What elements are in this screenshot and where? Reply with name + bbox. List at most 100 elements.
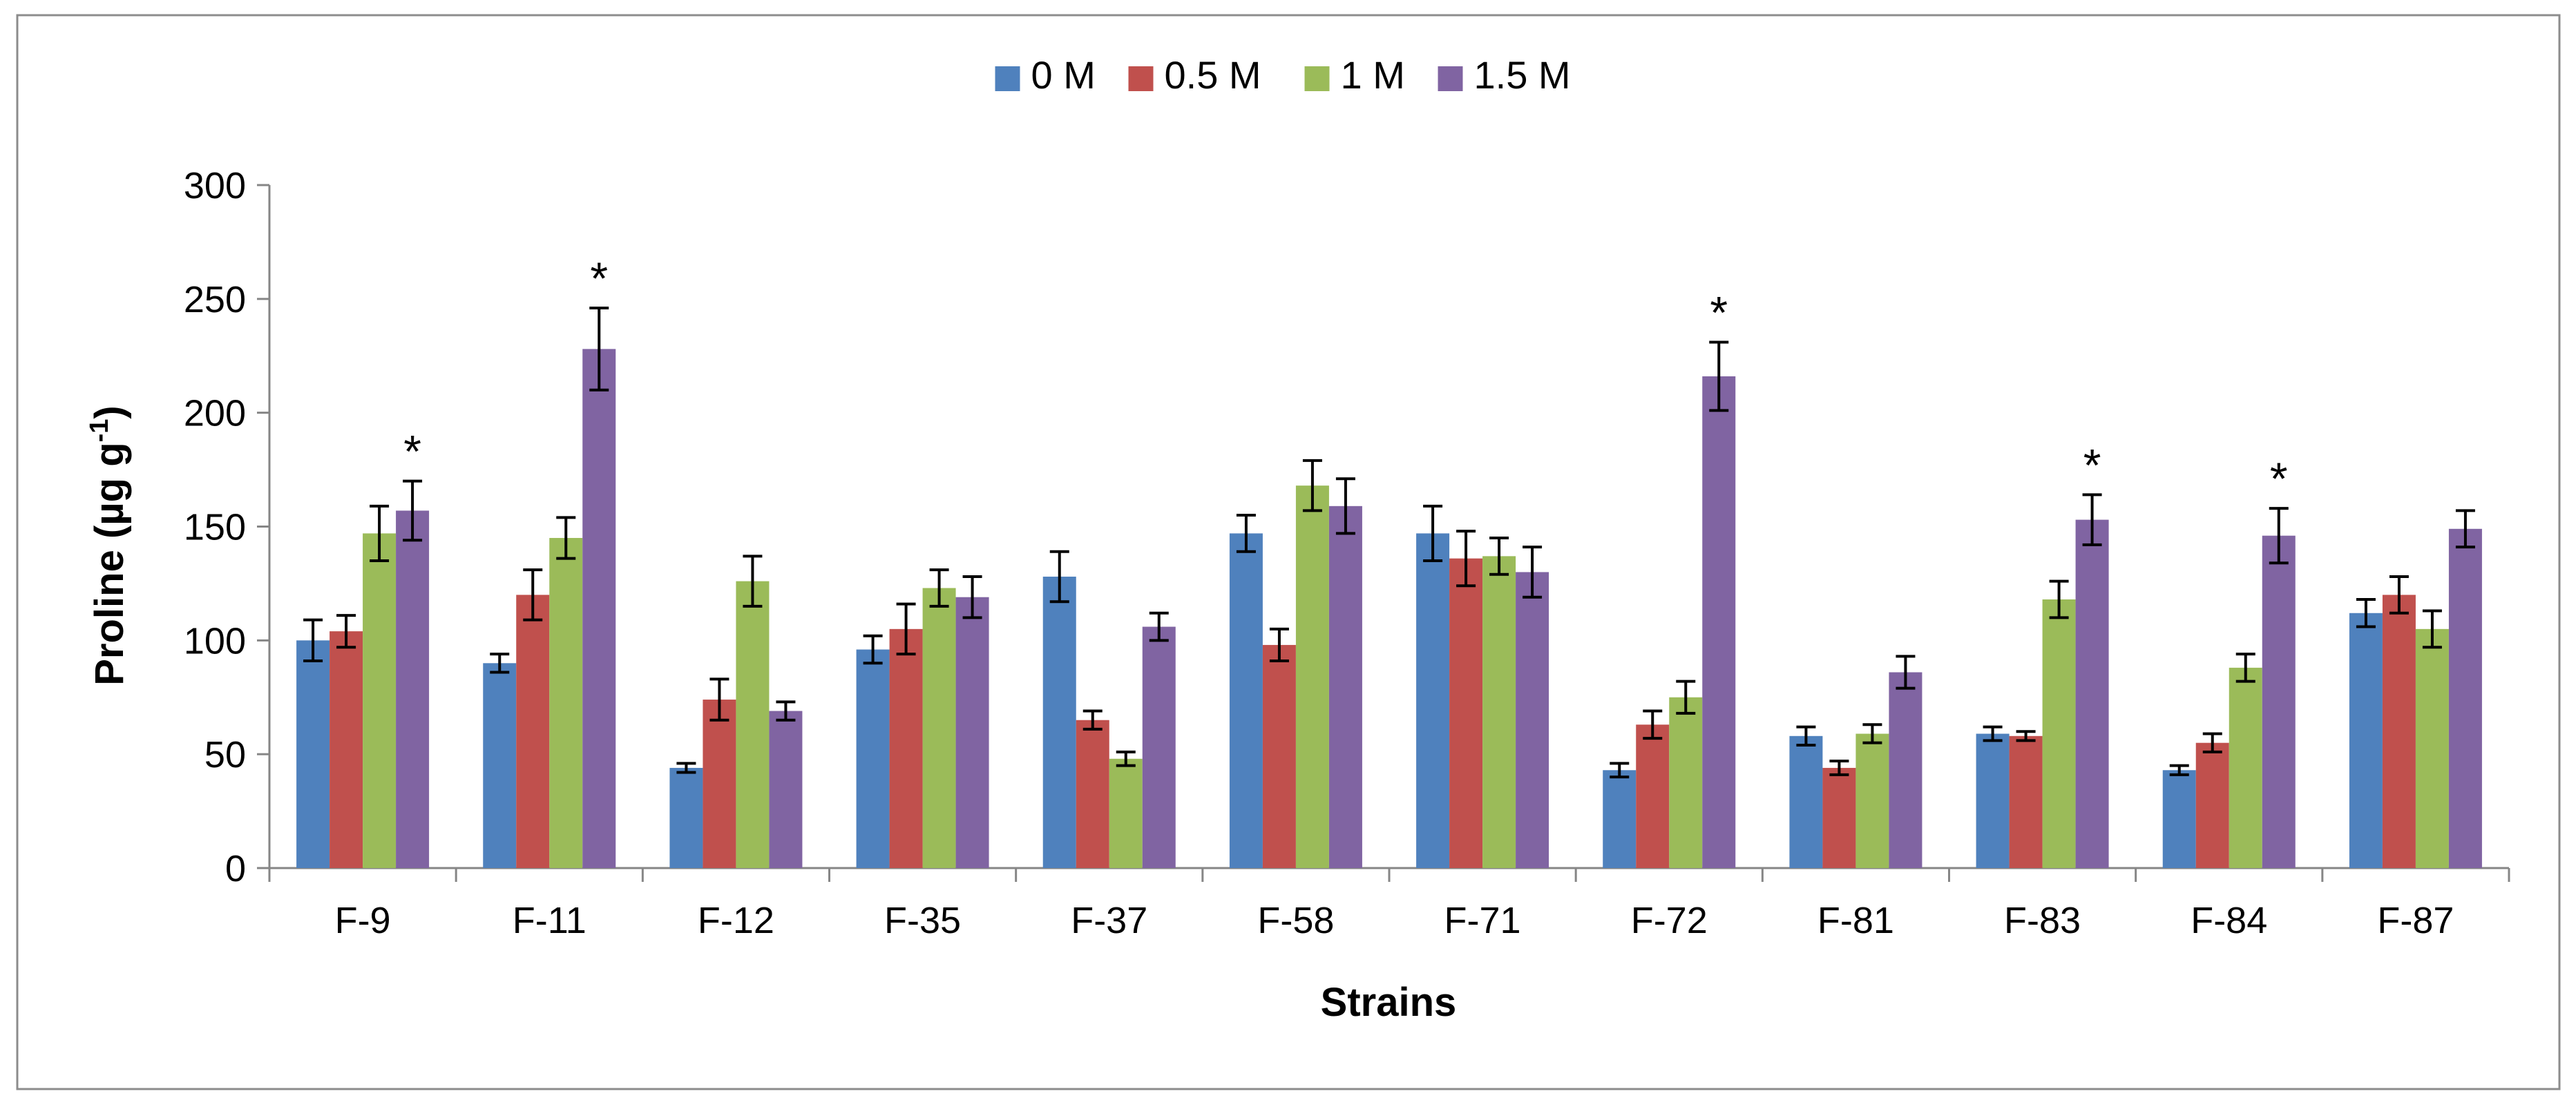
error-bar-f-35-0-5-m — [896, 602, 916, 656]
x-tick-label-f-71: F-71 — [1444, 900, 1521, 941]
bar-f-72-1-m — [1669, 697, 1703, 868]
legend-label: 0.5 M — [1165, 53, 1261, 97]
bar-f-37-1-5-m — [1142, 626, 1176, 868]
bar-f-9-0-m — [296, 640, 330, 868]
x-tick-label-f-37: F-37 — [1071, 900, 1147, 941]
bar-f-83-0-5-m — [2009, 735, 2043, 868]
error-bar-f-12-0-m — [676, 762, 696, 774]
bar-f-81-1-m — [1855, 733, 1889, 868]
y-tick-label-200: 200 — [184, 393, 246, 434]
bar-f-12-1-5-m — [769, 711, 803, 868]
x-axis-title: Strains — [1321, 980, 1457, 1025]
error-bar-f-37-1-m — [1116, 750, 1136, 767]
x-tick-label-f-58: F-58 — [1257, 900, 1334, 941]
y-axis: 0 50 100 150 200 250 300 — [184, 165, 271, 889]
y-tick-label-300: 300 — [184, 165, 246, 206]
bar-f-12-0-m — [669, 767, 703, 868]
y-tick-label-150: 150 — [184, 507, 246, 548]
error-bar-f-58-0-5-m — [1269, 627, 1289, 663]
error-bar-f-81-1-m — [1862, 723, 1882, 744]
error-bar-f-11-0-m — [490, 653, 510, 674]
bar-f-11-0-m — [483, 663, 517, 868]
bars — [296, 349, 2482, 868]
bar-f-11-1-5-m — [582, 349, 616, 868]
y-axis-title: Proline (µg g-1) — [85, 405, 132, 686]
bar-f-11-1-m — [549, 537, 583, 868]
bar-f-37-0-5-m — [1076, 720, 1109, 868]
error-bar-f-9-0-5-m — [336, 614, 356, 649]
error-bar-f-87-1-m — [2422, 609, 2442, 649]
legend-label: 0 M — [1031, 53, 1096, 97]
y-axis-title-main: Proline (µg g — [87, 442, 132, 685]
error-bars — [303, 307, 2475, 779]
bar-f-35-1-m — [922, 588, 956, 868]
bar-f-58-1-5-m — [1328, 506, 1362, 868]
bar-f-87-0-m — [2349, 613, 2383, 868]
error-bar-f-87-1-5-m — [2455, 509, 2475, 549]
bar-f-81-0-5-m — [1822, 767, 1856, 868]
bar-f-81-0-m — [1789, 735, 1823, 868]
bar-f-9-1-5-m — [396, 510, 430, 868]
significance-marker-f-72: * — [1710, 287, 1728, 338]
bar-f-87-1-5-m — [2448, 528, 2482, 868]
error-bar-f-11-1-5-m — [589, 307, 609, 392]
error-bar-f-87-0-m — [2356, 597, 2376, 628]
x-tick-label-f-9: F-9 — [335, 900, 391, 941]
legend-item-0-5-m: 0.5 M — [1128, 53, 1261, 97]
y-axis-title-close: ) — [87, 405, 132, 418]
x-tick-label-f-11: F-11 — [513, 900, 586, 941]
error-bar-f-83-0-m — [1983, 725, 2003, 742]
bar-f-83-1-5-m — [2075, 519, 2109, 868]
x-tick-label-f-81: F-81 — [1817, 900, 1894, 941]
error-bar-f-71-1-m — [1489, 536, 1509, 576]
legend-swatch — [1438, 66, 1463, 91]
bar-f-35-0-5-m — [889, 628, 923, 868]
error-bar-f-35-1-5-m — [962, 575, 982, 619]
error-bar-f-84-0-m — [2169, 764, 2189, 776]
error-bar-f-9-1-m — [370, 504, 390, 562]
y-tick-label-250: 250 — [184, 279, 246, 320]
y-tick-label-0: 0 — [225, 848, 246, 889]
bar-f-71-1-m — [1482, 556, 1516, 868]
error-bar-f-12-1-5-m — [776, 700, 796, 722]
legend-item-1-m: 1 M — [1304, 53, 1405, 97]
legend-item-1-5-m: 1.5 M — [1438, 53, 1571, 97]
error-bar-f-37-0-m — [1049, 550, 1069, 604]
bar-f-12-1-m — [736, 581, 770, 868]
bar-f-84-0-m — [2162, 770, 2196, 868]
chart-border — [16, 14, 2561, 1090]
error-bar-f-84-0-5-m — [2202, 732, 2222, 753]
y-axis-title-superscript: -1 — [85, 419, 114, 443]
bar-f-84-0-5-m — [2195, 742, 2229, 868]
significance-marker-f-11: * — [590, 253, 608, 304]
significance-marker-f-9: * — [403, 426, 421, 477]
bar-f-71-1-5-m — [1516, 572, 1549, 868]
bar-f-81-1-5-m — [1889, 672, 1923, 868]
error-bar-f-35-1-m — [929, 568, 949, 608]
legend-label: 1 M — [1341, 53, 1405, 97]
error-bar-f-37-1-5-m — [1149, 611, 1169, 642]
bar-f-84-1-m — [2229, 667, 2262, 868]
legend-swatch — [1128, 66, 1154, 91]
error-bar-f-58-1-m — [1302, 459, 1322, 512]
bar-f-58-0-5-m — [1262, 644, 1296, 868]
bar-f-71-0-5-m — [1449, 558, 1483, 868]
legend-swatch — [1304, 66, 1330, 91]
error-bar-f-83-0-5-m — [2016, 730, 2036, 742]
error-bar-f-11-0-5-m — [523, 568, 543, 622]
significance-marker-f-84: * — [2270, 453, 2288, 504]
error-bar-f-72-0-m — [1610, 762, 1630, 779]
error-bar-f-12-0-5-m — [709, 677, 729, 722]
x-tick-label-f-87: F-87 — [2377, 900, 2454, 941]
error-bar-f-83-1-m — [2049, 579, 2069, 619]
error-bar-f-58-1-5-m — [1335, 477, 1355, 535]
error-bar-f-87-0-5-m — [2389, 575, 2409, 615]
x-axis: F-9 F-11 F-12 F-35 F-37 F-58 F-71 F-72 F-81 F-83 F… — [268, 867, 2510, 941]
error-bar-f-71-0-5-m — [1456, 530, 1476, 588]
x-tick-label-f-35: F-35 — [884, 900, 961, 941]
bar-f-37-1-m — [1109, 758, 1143, 868]
error-bar-f-71-1-5-m — [1523, 546, 1543, 599]
bar-f-35-1-5-m — [955, 597, 989, 868]
